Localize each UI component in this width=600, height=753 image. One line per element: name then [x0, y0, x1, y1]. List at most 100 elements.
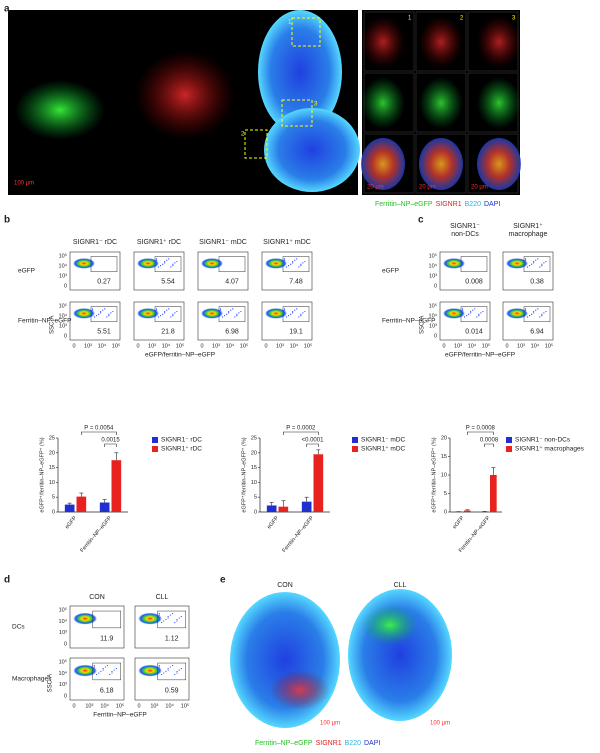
flow-event [176, 670, 178, 673]
gate [92, 610, 122, 629]
flow-event [290, 263, 292, 265]
y-tick-label: 10 [49, 480, 55, 486]
flow-event [160, 621, 163, 624]
zoom-signal [419, 77, 463, 129]
flow-x-tick: 10³ [276, 343, 284, 349]
column-title: SIGNR1⁻ mDC [199, 239, 247, 246]
flow-density [73, 664, 98, 677]
scale-bar-label: 100 µm [430, 721, 450, 727]
flow-density [201, 258, 223, 269]
scale-bar-label: 100 µm [320, 721, 340, 727]
flow-event [100, 312, 102, 314]
legend: Ferritin–NP–eGFP SIGNR1 B220 DAPI [255, 740, 380, 747]
flow-y-tick: 0 [64, 693, 67, 699]
flow-event [236, 315, 238, 317]
panel-label: e [220, 575, 226, 586]
flow-event [176, 672, 178, 674]
flow-event [219, 309, 222, 311]
flow-event [304, 310, 306, 313]
flow-density [506, 308, 528, 319]
zoom-box [291, 17, 321, 47]
flow-event [167, 667, 169, 670]
panel-label: b [4, 215, 10, 226]
column-title: CON [89, 594, 105, 601]
flow-y-tick: 10⁵ [429, 252, 437, 259]
flow-event [164, 262, 166, 264]
zoom-box-label: 1 [288, 20, 292, 26]
flow-event [478, 313, 480, 315]
flow-x-tick: 10⁴ [226, 342, 235, 349]
flow-x-tick: 0 [442, 343, 445, 349]
zoom-label: 1 [408, 16, 412, 22]
flow-event [106, 664, 109, 667]
bar [76, 496, 87, 512]
flow-density [265, 258, 287, 269]
legend-item: Ferritin–NP–eGFP [375, 201, 433, 208]
flow-event [533, 312, 535, 314]
y-axis-label: SSC-A [420, 316, 426, 334]
row-label: Ferritin–NP–eGFP [382, 318, 435, 325]
flow-event [172, 313, 174, 315]
flow-x-tick: 0 [136, 343, 139, 349]
flow-plot [197, 251, 249, 291]
zoom-signal [419, 138, 463, 190]
flow-event [234, 316, 236, 318]
tissue [230, 592, 340, 728]
flow-event [109, 673, 111, 676]
flow-y-tick: 0 [64, 283, 67, 289]
y-axis-label: eGFP⁺/ferritin–NP–eGFP⁺ (%) [240, 437, 247, 512]
flow-event [545, 310, 547, 313]
flow-event [162, 263, 164, 265]
flow-event [292, 260, 294, 263]
flow-plot [69, 657, 125, 701]
column-title: SIGNR1⁺ [513, 223, 543, 230]
flow-event [172, 263, 174, 265]
flow-event [283, 259, 286, 261]
row-label: eGFP [18, 268, 35, 275]
flow-event [165, 670, 167, 673]
flow-event [470, 312, 472, 314]
flow-event [157, 266, 160, 268]
flow-event [232, 308, 234, 310]
flow-plot [133, 251, 185, 291]
gate [90, 306, 118, 323]
flow-event [223, 315, 226, 317]
flow-event [100, 670, 102, 673]
flow-event [113, 669, 115, 671]
flow-event [158, 666, 160, 668]
flow-plot [197, 301, 249, 341]
bar [111, 460, 122, 512]
legend-label: SIGNR1⁻ rDC [161, 437, 202, 444]
flow-event [474, 308, 476, 310]
flow-event [166, 259, 168, 261]
flow-density [138, 612, 162, 625]
flow-event [111, 670, 113, 673]
panel-label: d [4, 575, 10, 586]
zoom-box [281, 99, 313, 127]
zoom-signal [361, 77, 405, 129]
gate-value: 0.38 [530, 278, 544, 285]
y-tick-label: 5 [444, 491, 447, 497]
x-axis-label: eGFP/ferritin–NP–eGFP [445, 352, 515, 359]
flow-y-tick: 0 [434, 333, 437, 339]
x-axis-label: eGFP/ferritin–NP–eGFP [145, 352, 215, 359]
gate [154, 306, 182, 323]
y-tick-label: 20 [441, 435, 447, 441]
row-label: Macrophages [12, 676, 52, 683]
panel-label: c [418, 215, 424, 226]
flow-x-tick: 10⁴ [290, 342, 299, 349]
flow-plot [69, 605, 125, 649]
zoom-signal [419, 16, 463, 68]
flow-event [539, 316, 541, 318]
flow-y-tick: 10⁵ [59, 606, 67, 613]
flow-event [164, 310, 166, 313]
flow-event [110, 312, 112, 314]
flow-event [95, 315, 98, 317]
gate [90, 256, 118, 273]
zoom-signal [361, 138, 405, 190]
flow-event [167, 669, 169, 671]
flow-event [115, 667, 117, 670]
flow-x-tick: 0 [137, 703, 140, 709]
flow-event [526, 316, 529, 318]
flow-x-tick: 10⁵ [176, 342, 184, 349]
